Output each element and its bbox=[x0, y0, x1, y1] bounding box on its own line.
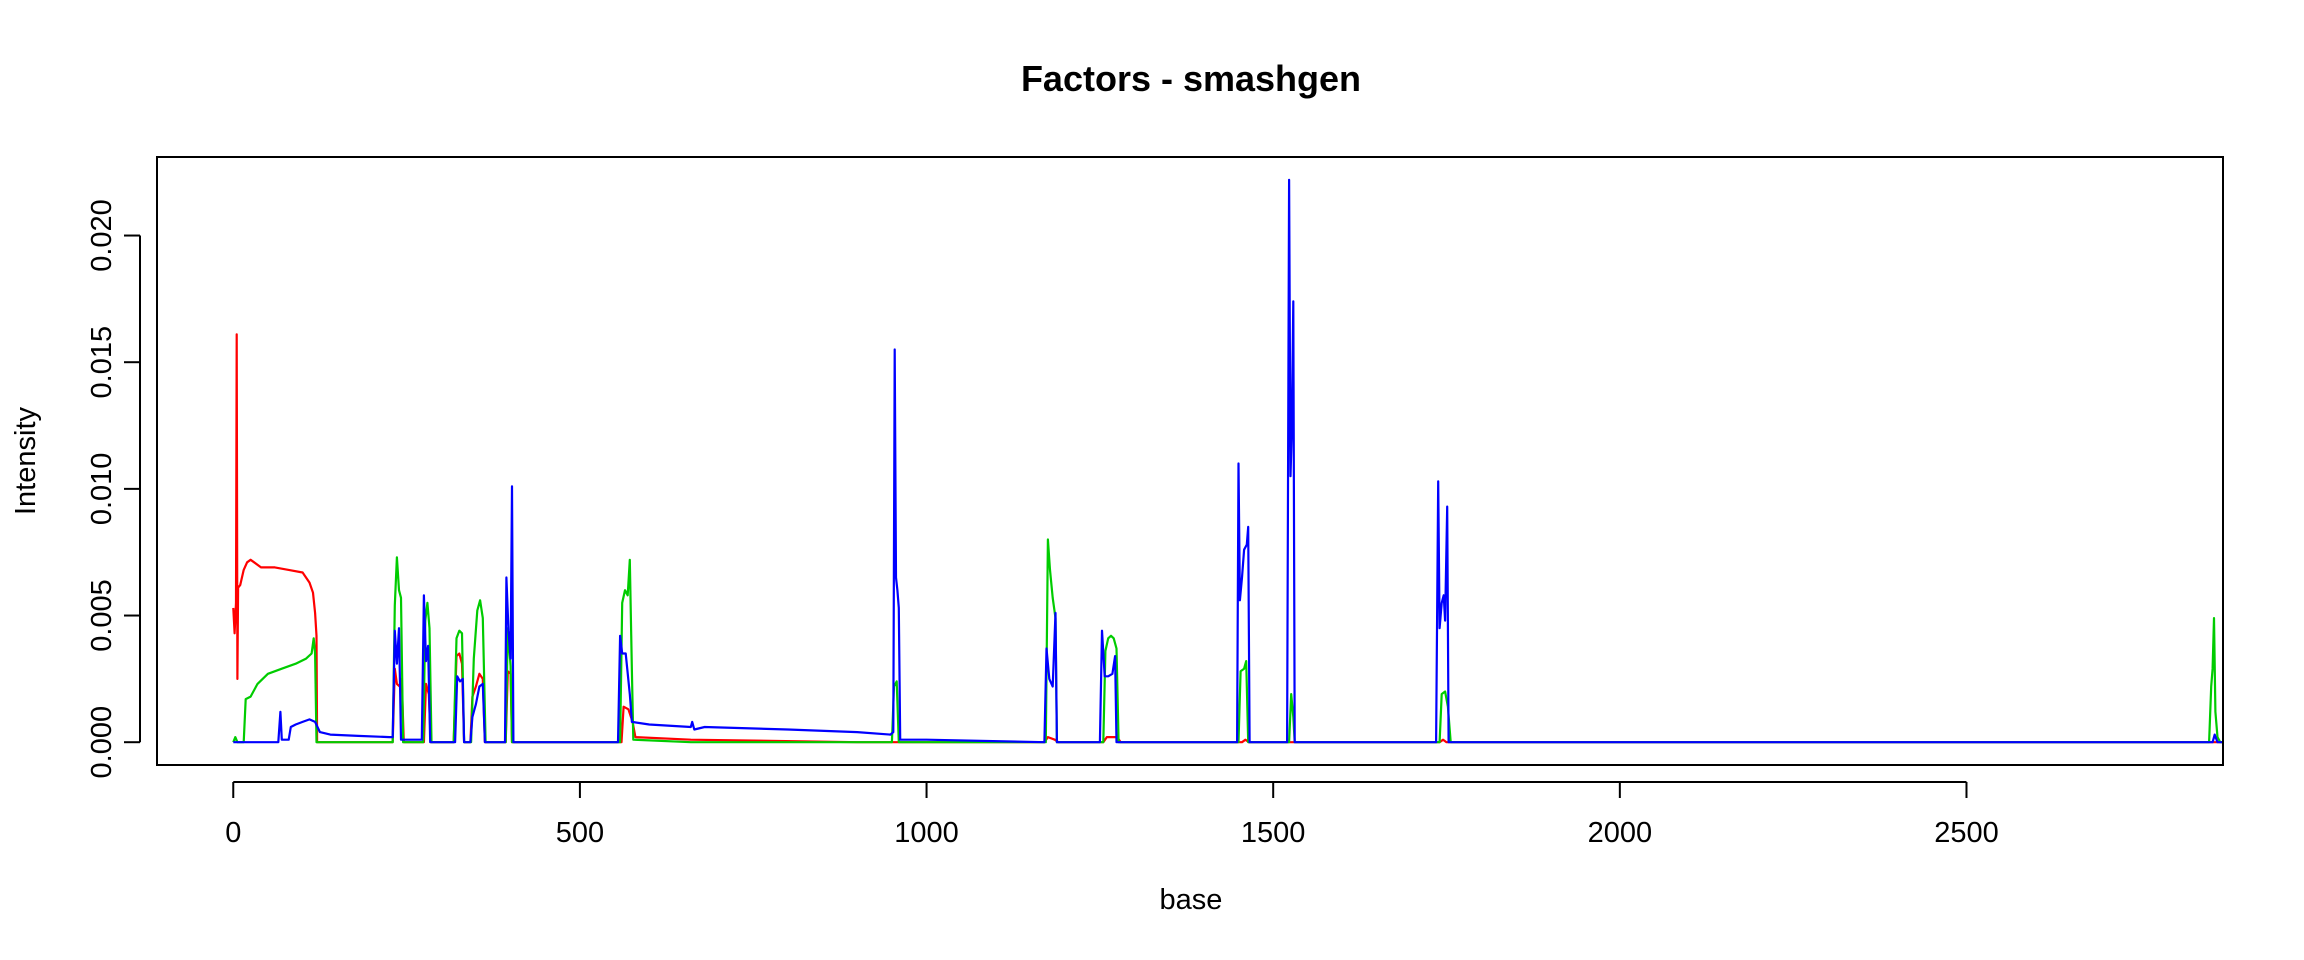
x-tick-label: 500 bbox=[556, 817, 604, 849]
series-line-1 bbox=[232, 333, 2223, 744]
x-tick-label: 1500 bbox=[1241, 817, 1306, 849]
x-tick-label: 0 bbox=[225, 817, 241, 849]
series-layer bbox=[232, 178, 2223, 744]
plot-frame bbox=[156, 156, 2224, 766]
series-line-2 bbox=[232, 538, 2223, 744]
y-tick-label: 0.020 bbox=[86, 199, 118, 272]
y-tick-label: 0.010 bbox=[86, 453, 118, 526]
x-tick-label: 2000 bbox=[1588, 817, 1653, 849]
y-tick-label: 0.000 bbox=[86, 706, 118, 779]
y-axis-label: Intensity bbox=[10, 407, 42, 515]
x-tick-label: 1000 bbox=[894, 817, 959, 849]
series-line-3 bbox=[233, 178, 2223, 744]
y-axis: 0.000 0.005 0.010 0.015 0.020 bbox=[86, 199, 141, 779]
y-tick-label: 0.005 bbox=[86, 579, 118, 652]
x-tick-label: 2500 bbox=[1934, 817, 1999, 849]
x-axis-label: base bbox=[1160, 884, 1223, 916]
x-axis: 0 500 1000 1500 2000 2500 bbox=[225, 781, 1999, 849]
y-tick-label: 0.015 bbox=[86, 326, 118, 399]
chart-title: Factors - smashgen bbox=[1021, 58, 1361, 99]
